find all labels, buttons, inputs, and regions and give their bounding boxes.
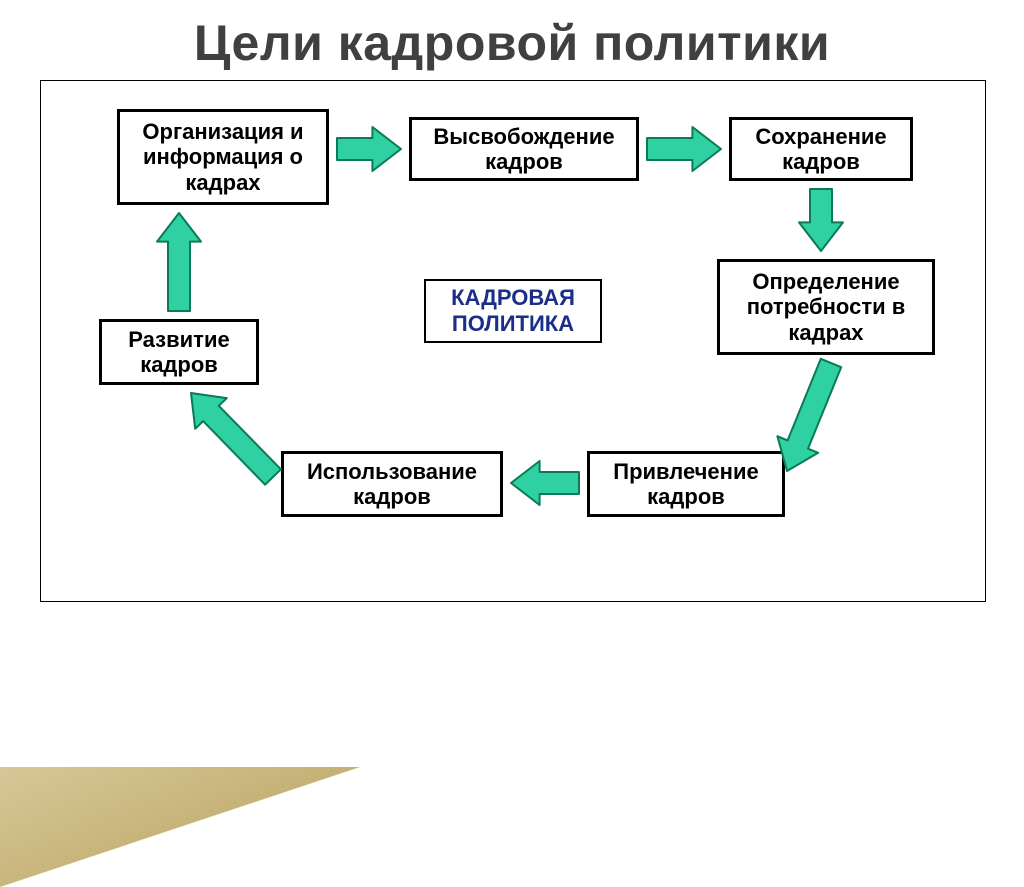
node-n5: Привлечениекадров: [587, 451, 785, 517]
page-title: Цели кадровой политики: [0, 14, 1024, 72]
arrow-n1-n2: [337, 127, 401, 171]
node-n4: Определениепотребности вкадрах: [717, 259, 935, 355]
center-node: КАДРОВАЯПОЛИТИКА: [424, 279, 602, 343]
arrow-n2-n3: [647, 127, 721, 171]
node-n2: Высвобождениекадров: [409, 117, 639, 181]
diagram-canvas: Организация иинформация окадрах Высвобожд…: [40, 80, 986, 602]
arrow-n4-n5: [777, 359, 841, 471]
arrow-n5-n6: [511, 461, 579, 505]
arrow-n3-n4: [799, 189, 843, 251]
node-n7: Развитиекадров: [99, 319, 259, 385]
node-n6: Использованиекадров: [281, 451, 503, 517]
node-n1: Организация иинформация окадрах: [117, 109, 329, 205]
center-label: КАДРОВАЯПОЛИТИКА: [451, 285, 575, 338]
arrow-n6-n7: [191, 393, 281, 485]
arrow-n7-n1: [157, 213, 201, 311]
decor-shape: [0, 587, 660, 887]
node-n3: Сохранениекадров: [729, 117, 913, 181]
